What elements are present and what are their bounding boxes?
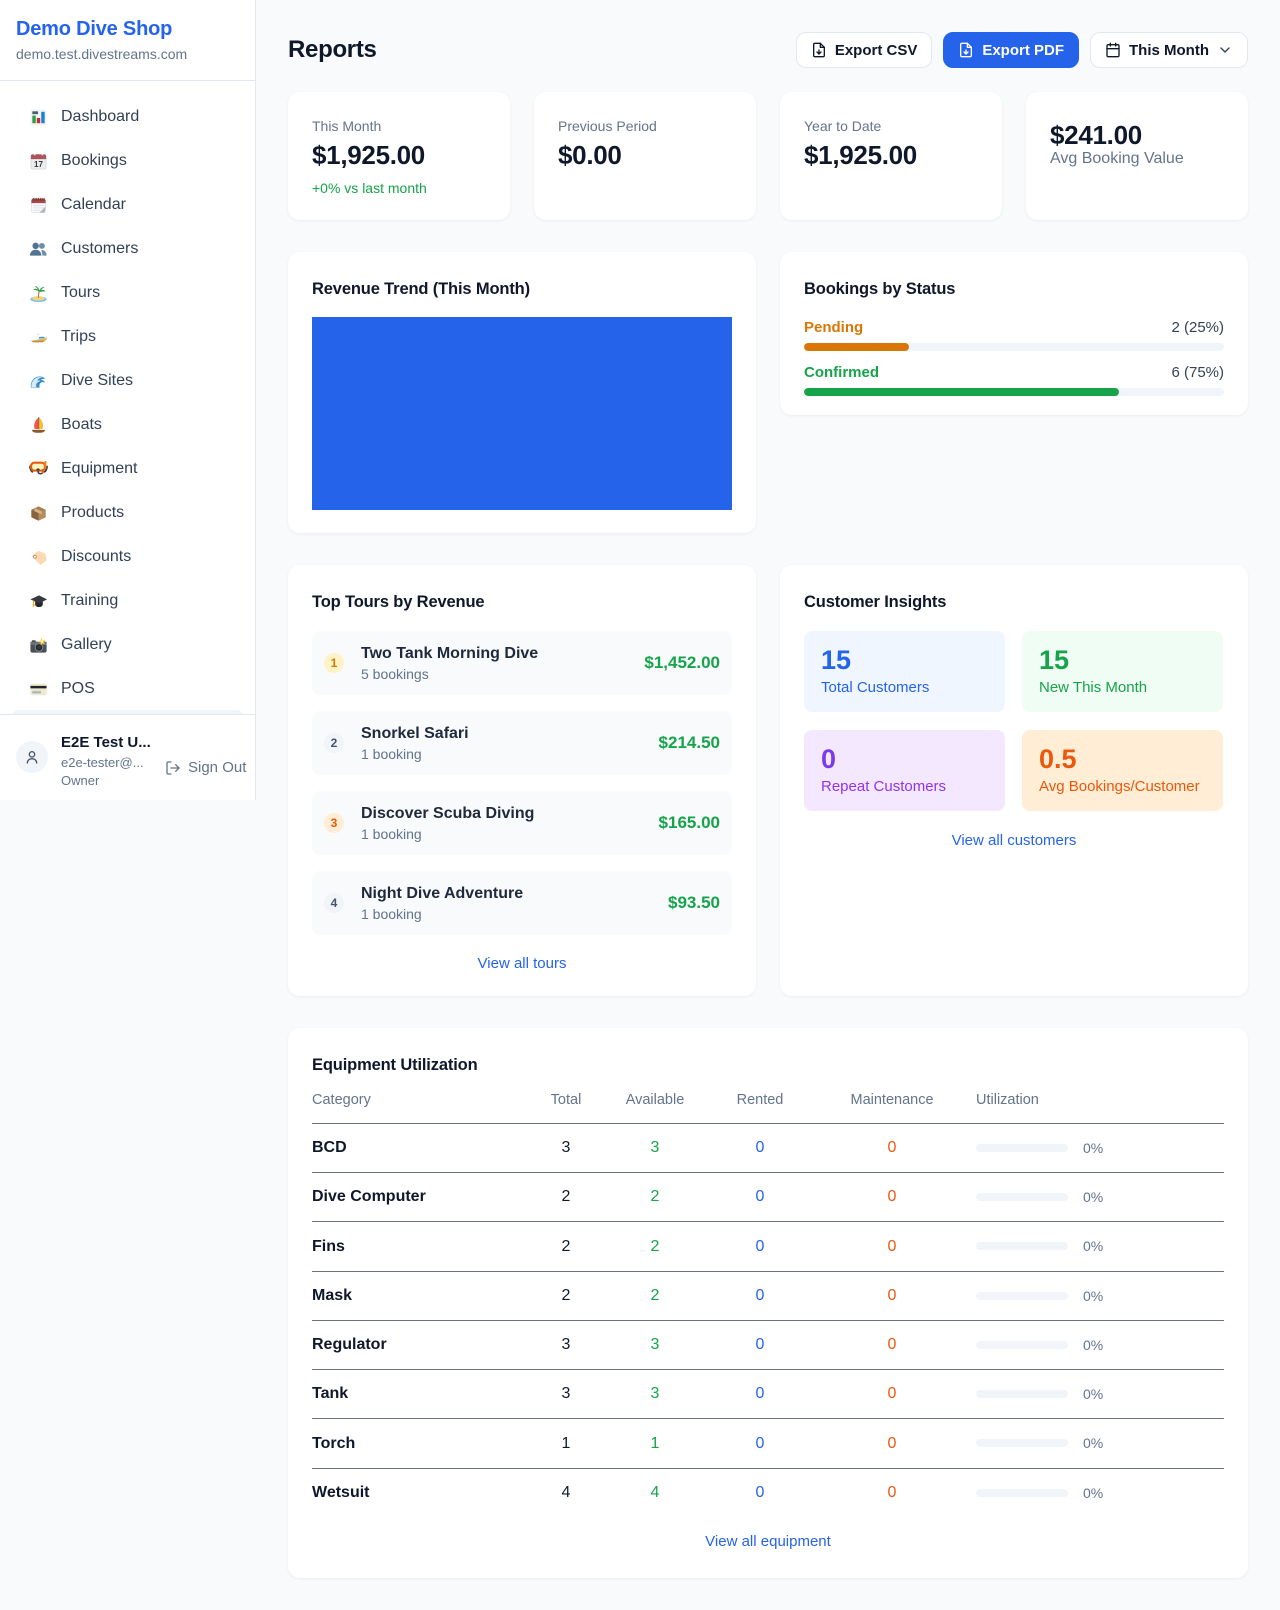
svg-text:17: 17 — [34, 160, 43, 169]
